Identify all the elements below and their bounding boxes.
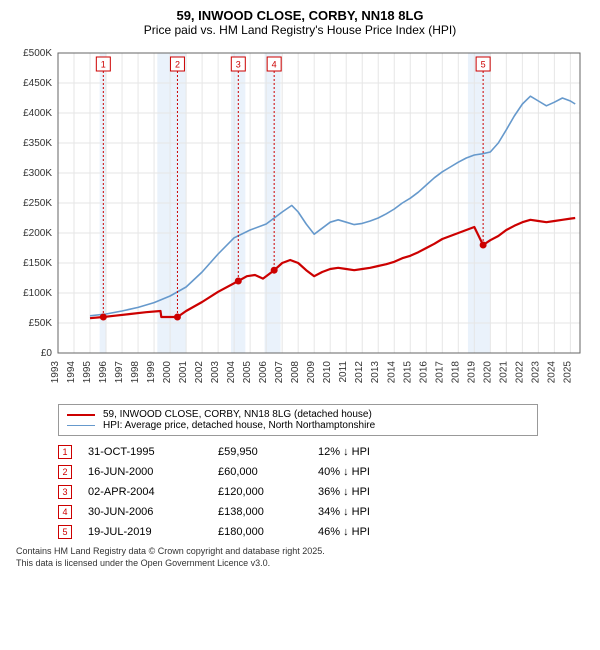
chart-area: £0 £50K £100K £150K £200K £250K £300K £350K £400… <box>10 43 590 398</box>
svg-text:£450K: £450K <box>23 78 52 89</box>
legend-row: 59, INWOOD CLOSE, CORBY, NN18 8LG (detac… <box>67 409 529 420</box>
svg-text:£0: £0 <box>41 348 53 359</box>
svg-text:£300K: £300K <box>23 168 52 179</box>
svg-text:£150K: £150K <box>23 258 52 269</box>
sale-row: 3 02-APR-2004£120,00036% ↓ HPI <box>58 482 590 502</box>
svg-text:2001: 2001 <box>178 361 189 384</box>
svg-text:£400K: £400K <box>23 108 52 119</box>
sale-price: £180,000 <box>218 526 318 538</box>
sale-marker-icon: 3 <box>58 485 72 499</box>
svg-text:2006: 2006 <box>258 361 269 384</box>
svg-text:2013: 2013 <box>370 361 381 384</box>
footer-attribution: Contains HM Land Registry data © Crown c… <box>16 546 590 569</box>
sale-price: £59,950 <box>218 446 318 458</box>
svg-text:1995: 1995 <box>82 361 93 384</box>
sale-row: 2 16-JUN-2000£60,00040% ↓ HPI <box>58 462 590 482</box>
svg-text:£100K: £100K <box>23 288 52 299</box>
svg-text:1: 1 <box>101 60 106 70</box>
svg-text:2018: 2018 <box>450 361 461 384</box>
svg-text:2008: 2008 <box>290 361 301 384</box>
svg-text:1997: 1997 <box>114 361 125 384</box>
svg-text:£500K: £500K <box>23 48 52 59</box>
sales-table: 1 31-OCT-1995£59,95012% ↓ HPI 2 16-JUN-2000… <box>58 442 590 542</box>
sale-price: £120,000 <box>218 486 318 498</box>
legend-swatch <box>67 414 95 416</box>
svg-text:3: 3 <box>236 60 241 70</box>
sale-price: £60,000 <box>218 466 318 478</box>
svg-text:2005: 2005 <box>242 361 253 384</box>
svg-text:2021: 2021 <box>498 361 509 384</box>
legend-swatch <box>67 425 95 426</box>
sale-row: 1 31-OCT-1995£59,95012% ↓ HPI <box>58 442 590 462</box>
line-chart: £0 £50K £100K £150K £200K £250K £300K £350K £400… <box>10 43 590 393</box>
sale-row: 5 19-JUL-2019£180,00046% ↓ HPI <box>58 522 590 542</box>
svg-text:2022: 2022 <box>514 361 525 384</box>
sale-pct: 34% ↓ HPI <box>318 506 418 518</box>
sale-date: 30-JUN-2006 <box>88 506 218 518</box>
legend-row: HPI: Average price, detached house, Nort… <box>67 420 529 431</box>
svg-text:2024: 2024 <box>546 361 557 384</box>
svg-text:2015: 2015 <box>402 361 413 384</box>
svg-text:2007: 2007 <box>274 361 285 384</box>
svg-text:2010: 2010 <box>322 361 333 384</box>
sale-pct: 36% ↓ HPI <box>318 486 418 498</box>
svg-text:£50K: £50K <box>29 318 53 329</box>
svg-text:2009: 2009 <box>306 361 317 384</box>
legend-label: 59, INWOOD CLOSE, CORBY, NN18 8LG (detac… <box>103 409 372 420</box>
chart-subtitle: Price paid vs. HM Land Registry's House … <box>10 23 590 37</box>
svg-text:2023: 2023 <box>530 361 541 384</box>
svg-text:2002: 2002 <box>194 361 205 384</box>
svg-text:1994: 1994 <box>66 361 77 384</box>
svg-text:2017: 2017 <box>434 361 445 384</box>
svg-text:£350K: £350K <box>23 138 52 149</box>
sale-marker-icon: 1 <box>58 445 72 459</box>
svg-text:4: 4 <box>272 60 277 70</box>
svg-text:2003: 2003 <box>210 361 221 384</box>
svg-text:2016: 2016 <box>418 361 429 384</box>
svg-text:2019: 2019 <box>466 361 477 384</box>
chart-title: 59, INWOOD CLOSE, CORBY, NN18 8LG <box>10 8 590 23</box>
svg-text:£200K: £200K <box>23 228 52 239</box>
svg-text:2025: 2025 <box>562 361 573 384</box>
legend: 59, INWOOD CLOSE, CORBY, NN18 8LG (detac… <box>58 404 538 436</box>
sale-row: 4 30-JUN-2006£138,00034% ↓ HPI <box>58 502 590 522</box>
svg-text:1996: 1996 <box>98 361 109 384</box>
svg-text:1999: 1999 <box>146 361 157 384</box>
sale-price: £138,000 <box>218 506 318 518</box>
sale-date: 31-OCT-1995 <box>88 446 218 458</box>
svg-text:2020: 2020 <box>482 361 493 384</box>
sale-pct: 12% ↓ HPI <box>318 446 418 458</box>
svg-text:2000: 2000 <box>162 361 173 384</box>
footer-line-1: Contains HM Land Registry data © Crown c… <box>16 546 590 558</box>
svg-text:£250K: £250K <box>23 198 52 209</box>
svg-text:5: 5 <box>481 60 486 70</box>
svg-text:2012: 2012 <box>354 361 365 384</box>
footer-line-2: This data is licensed under the Open Gov… <box>16 558 590 570</box>
sale-pct: 40% ↓ HPI <box>318 466 418 478</box>
svg-text:1998: 1998 <box>130 361 141 384</box>
svg-text:2011: 2011 <box>338 361 349 383</box>
sale-marker-icon: 2 <box>58 465 72 479</box>
sale-pct: 46% ↓ HPI <box>318 526 418 538</box>
svg-text:2004: 2004 <box>226 361 237 384</box>
chart-container: 59, INWOOD CLOSE, CORBY, NN18 8LG Price … <box>0 0 600 650</box>
sale-marker-icon: 5 <box>58 525 72 539</box>
svg-text:1993: 1993 <box>50 361 61 384</box>
sale-date: 02-APR-2004 <box>88 486 218 498</box>
sale-date: 19-JUL-2019 <box>88 526 218 538</box>
sale-marker-icon: 4 <box>58 505 72 519</box>
svg-text:2014: 2014 <box>386 361 397 384</box>
sale-date: 16-JUN-2000 <box>88 466 218 478</box>
svg-text:2: 2 <box>175 60 180 70</box>
legend-label: HPI: Average price, detached house, Nort… <box>103 420 375 431</box>
